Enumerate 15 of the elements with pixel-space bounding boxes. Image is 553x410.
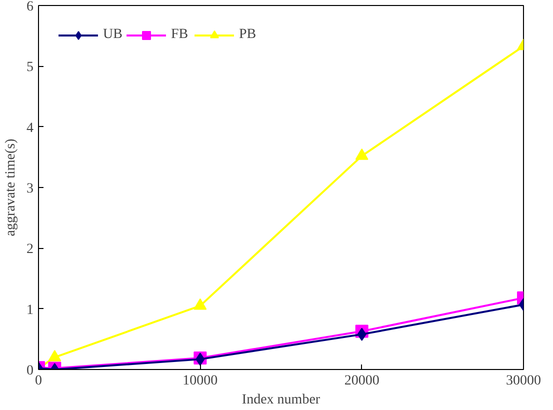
legend-label: UB [103, 27, 123, 43]
y-tick-label: 3 [26, 182, 34, 196]
x-tick-label: 10000 [182, 374, 218, 388]
y-tick-label: 1 [26, 302, 34, 318]
y-tick-label: 5 [26, 60, 34, 76]
x-tick-label: 20000 [344, 374, 380, 388]
y-axis-title: aggravate time(s) [4, 138, 18, 236]
x-axis-title: Index number [242, 392, 320, 408]
y-tick-label: 4 [26, 120, 34, 136]
y-tick-label: 2 [26, 242, 34, 258]
legend-label: FB [171, 27, 190, 43]
y-tick-label: 0 [26, 364, 34, 378]
legend-label: PB [239, 27, 258, 43]
y-tick-label: 6 [26, 0, 34, 14]
x-tick-label: 30000 [506, 374, 541, 388]
